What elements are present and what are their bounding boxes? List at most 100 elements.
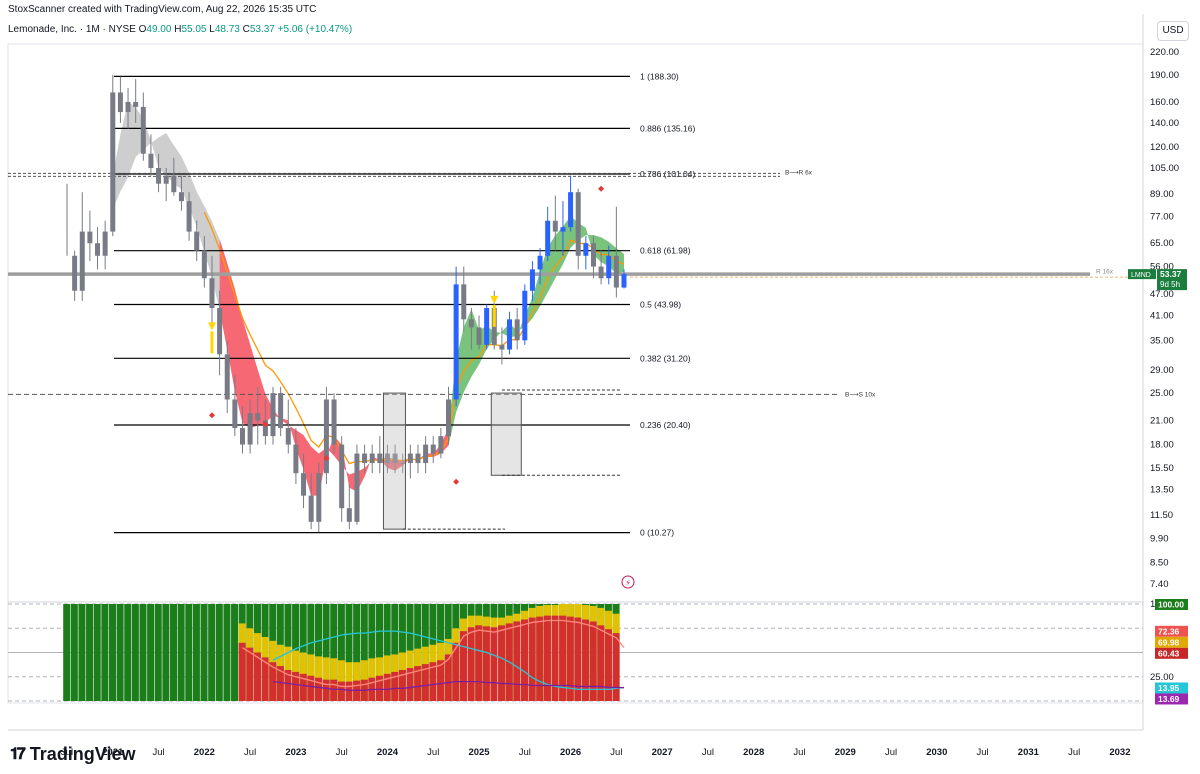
osc-red-bar [292, 671, 300, 701]
candle-body [79, 231, 85, 291]
osc-cyan-line [272, 630, 625, 691]
candle-body [255, 413, 261, 421]
time-tick-label: 2025 [468, 747, 490, 758]
symbol-info: Lemonade, Inc. · 1M · NYSE O49.00 H55.05… [8, 24, 352, 35]
ohlc-change: +5.06 (+10.47%) [277, 24, 353, 35]
lightning-event-icon: ⚡ [621, 575, 635, 589]
osc-purple-line [272, 680, 625, 691]
price-tick-label: 120.00 [1150, 142, 1179, 153]
fib-level-label: 0.618 (61.98) [640, 246, 691, 256]
candle-body [400, 463, 406, 465]
signal-diamond-marker [262, 421, 269, 428]
osc-green-bar [124, 604, 132, 701]
osc-red-bar [429, 662, 437, 701]
osc-red-bar [513, 621, 521, 701]
candle-body [430, 444, 436, 454]
candle-body [178, 192, 184, 202]
time-tick-label: 2028 [743, 747, 764, 758]
price-tick-label: 89.00 [1150, 189, 1174, 200]
last-price-countdown: 9d 5h [1160, 280, 1180, 289]
time-tick-label: Jul [152, 747, 164, 758]
osc-value-text: 13.95 [1158, 683, 1180, 693]
time-tick-label: Jul [885, 747, 897, 758]
fib-level-label: 0.236 (20.40) [640, 420, 691, 430]
svg-text:⚡: ⚡ [625, 579, 631, 588]
osc-value-text: 100.00 [1158, 600, 1184, 610]
price-tick-label: 41.00 [1150, 310, 1174, 321]
osc-red-bar [467, 627, 475, 701]
annotation-label: B⟶S 10x [845, 391, 876, 398]
candle-body [392, 453, 398, 464]
osc-red-bar [337, 681, 345, 701]
time-tick-label: 2030 [926, 747, 947, 758]
candle-body [560, 227, 566, 232]
candle-body [102, 231, 108, 256]
osc-red-bar [604, 629, 612, 701]
osc-green-bar [314, 604, 323, 701]
candle-body [476, 327, 482, 345]
osc-red-bar [276, 666, 284, 701]
candle-body [613, 255, 619, 288]
osc-red-bar [299, 673, 307, 701]
candle-body [323, 399, 329, 474]
time-tick-label: Jul [1068, 747, 1080, 758]
osc-red-bar [559, 615, 567, 701]
time-tick-label: Jul [336, 747, 348, 758]
osc-red-bar [330, 679, 338, 701]
fib-level-label: 0.382 (31.20) [640, 353, 691, 363]
osc-red-bar [444, 654, 452, 701]
osc-red-bar [520, 619, 529, 701]
time-tick-label: 2023 [285, 747, 306, 758]
osc-red-bar [498, 625, 506, 701]
osc-value-text: 13.69 [1158, 694, 1180, 704]
last-price-value: 53.37 [1160, 269, 1182, 279]
osc-red-bar [345, 681, 353, 701]
osc-red-bar [398, 669, 406, 701]
osc-green-bar [231, 604, 239, 701]
osc-green-bar [108, 604, 116, 701]
osc-red-bar [528, 617, 536, 701]
osc-green-bar [360, 604, 368, 701]
candle-body [224, 354, 230, 400]
osc-red-bar [566, 616, 574, 701]
candle-body [598, 266, 604, 279]
price-tick-label: 21.00 [1150, 415, 1174, 426]
osc-red-bar [421, 664, 429, 701]
price-tick-label: 105.00 [1150, 163, 1179, 174]
bear-cloud [219, 239, 449, 496]
candle-body [95, 243, 101, 256]
currency-button[interactable]: USD [1157, 21, 1189, 41]
signal-arrow-marker [207, 322, 216, 331]
osc-value-text: 72.36 [1158, 626, 1180, 636]
time-tick-label: Jul [793, 747, 805, 758]
price-tick-label: 77.00 [1150, 212, 1174, 223]
last-price-symbol: LMND [1131, 272, 1151, 279]
osc-green-bar [78, 604, 86, 701]
candle-body [621, 274, 627, 288]
osc-red-bar [475, 625, 483, 701]
candle-body [117, 92, 123, 113]
candle-body [110, 92, 116, 232]
osc-red-bar [482, 626, 490, 701]
osc-green-bar [131, 604, 139, 701]
candle-body [171, 175, 177, 193]
price-tick-label: 29.00 [1150, 365, 1174, 376]
osc-yellow-bar [337, 660, 345, 701]
candle-body [522, 290, 528, 341]
osc-red-bar [391, 671, 399, 701]
osc-red-bar [414, 666, 422, 701]
price-tick-label: 9.90 [1150, 533, 1169, 544]
candle-body [339, 444, 345, 509]
osc-red-bar [589, 621, 597, 701]
candle-body [415, 453, 421, 464]
candle-body [148, 153, 154, 169]
candle-body [568, 192, 574, 228]
candle-body [232, 399, 238, 429]
fib-level-label: 0.886 (135.16) [640, 123, 695, 133]
symbol-title: Lemonade, Inc. · 1M · NYSE [8, 24, 136, 35]
candle-body [484, 308, 490, 345]
candle-body [125, 101, 131, 113]
candle-body [529, 269, 535, 291]
osc-red-bar [383, 673, 391, 701]
